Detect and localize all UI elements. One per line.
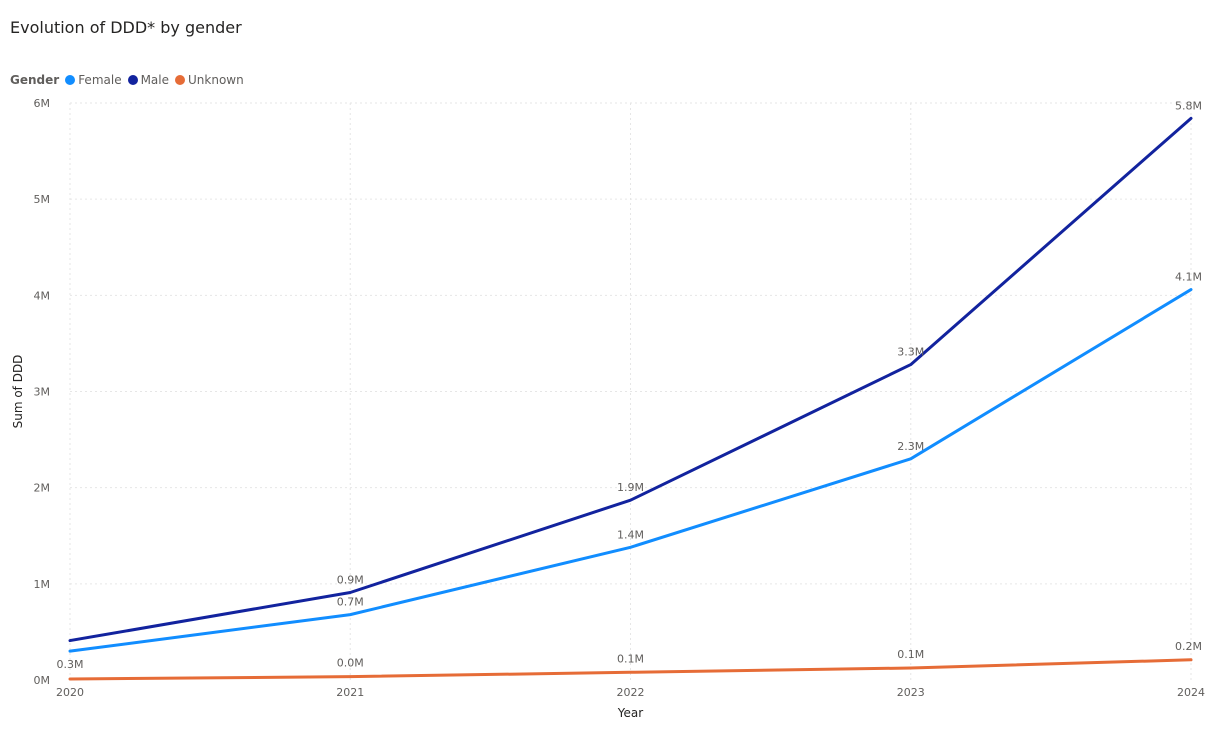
legend-label-male: Male: [140, 73, 170, 87]
gridlines: [69, 102, 1192, 680]
data-label-female: 2.3M: [897, 440, 924, 453]
series-lines: [68, 116, 1193, 681]
data-label-female: 0.3M: [57, 658, 84, 671]
x-tick-label: 2020: [56, 686, 84, 699]
legend-marker-female: [65, 75, 76, 85]
series-line-unknown[interactable]: [68, 658, 1193, 681]
y-tick-label: 4M: [34, 289, 51, 302]
data-label-unknown: 0.0M: [337, 657, 364, 670]
y-tick-label: 2M: [34, 482, 51, 495]
data-label-unknown: 0.1M: [897, 648, 924, 661]
y-tick-label: 0M: [34, 674, 51, 687]
x-tick-label: 2023: [897, 686, 925, 699]
data-label-male: 5.8M: [1175, 99, 1202, 112]
series-line-male[interactable]: [68, 116, 1193, 643]
legend-label-unknown: Unknown: [188, 73, 244, 87]
x-tick-label: 2021: [336, 686, 364, 699]
y-axis-title: Sum of DDD: [11, 355, 25, 429]
series-line-female[interactable]: [68, 288, 1193, 653]
data-label-male: 3.3M: [897, 346, 924, 359]
legend-item-unknown[interactable]: Unknown: [175, 73, 244, 87]
data-labels: 0.3M 0.7M 1.4M 2.3M 4.1M 0.9M 1.9M 3.3M 5.8M 0.0M…: [57, 99, 1202, 671]
data-label-unknown: 0.1M: [617, 652, 644, 665]
chart-title: Evolution of DDD* by gender: [10, 18, 242, 37]
y-tick-label: 6M: [34, 97, 51, 110]
data-label-female: 1.4M: [617, 528, 644, 541]
legend-marker-unknown: [175, 75, 186, 85]
legend-item-female[interactable]: Female: [65, 73, 122, 87]
y-tick-label: 5M: [34, 193, 51, 206]
x-axis-title: Year: [617, 706, 643, 720]
axes: 0M 1M 2M 3M 4M 5M 6M 2020 2021 2022 2023 2024: [34, 97, 1206, 699]
x-tick-label: 2022: [617, 686, 645, 699]
data-label-female: 0.7M: [337, 596, 364, 609]
data-label-male: 1.9M: [617, 481, 644, 494]
x-tick-label: 2024: [1177, 686, 1205, 699]
legend-label-female: Female: [78, 73, 122, 87]
y-tick-label: 3M: [34, 386, 51, 399]
legend: Gender Female Male Unknown: [10, 72, 250, 88]
legend-marker-male: [127, 75, 138, 85]
data-label-unknown: 0.2M: [1175, 640, 1202, 653]
legend-title: Gender: [10, 73, 60, 87]
y-tick-label: 1M: [34, 578, 51, 591]
legend-item-male[interactable]: Male: [127, 73, 170, 87]
data-label-female: 4.1M: [1175, 271, 1202, 284]
data-label-male: 0.9M: [337, 573, 364, 586]
